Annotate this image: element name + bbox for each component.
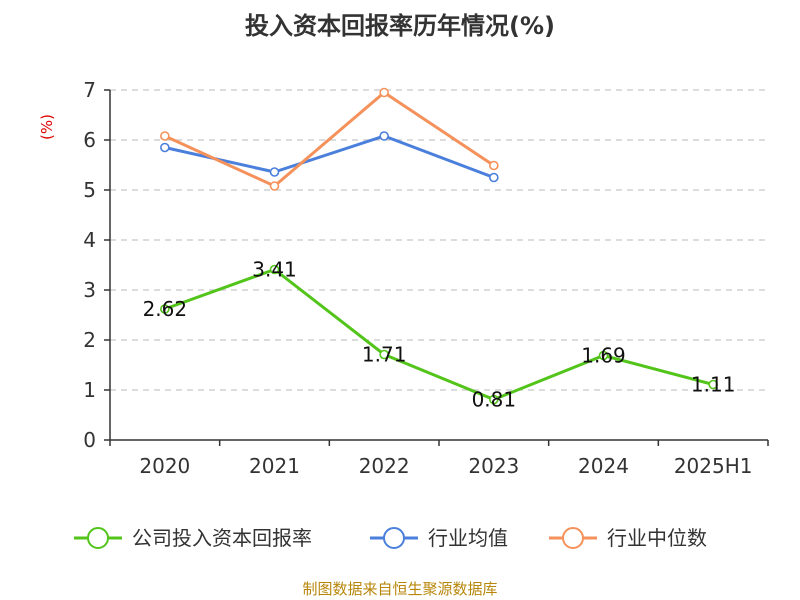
data-point [489,172,499,183]
y-axis-label: (%) [38,114,56,140]
series-line [164,134,495,179]
grid-lines [110,89,768,391]
legend-label: 行业均值 [428,526,508,550]
data-point [379,87,389,98]
data-label: 2.62 [143,297,188,321]
legend-marker [562,527,584,549]
data-point [379,349,389,360]
legend-item: 行业均值 [370,526,508,550]
legend-label: 行业中位数 [607,526,707,550]
series-layer [160,87,718,405]
legend-item: 公司投入资本回报率 [74,526,312,550]
chart-title: 投入资本回报率历年情况(%) [245,12,555,40]
legend: 公司投入资本回报率 行业均值 行业中位数 [74,526,707,550]
data-label: 1.11 [691,373,736,397]
y-tick-label: 6 [83,128,96,152]
x-tick-label: 2021 [249,454,300,478]
data-label: 1.69 [581,344,626,368]
x-tick-label: 2025H1 [674,454,753,478]
y-tick-label: 5 [83,178,96,202]
y-tick-label: 1 [83,378,96,402]
series-0 [160,264,718,405]
y-tick-label: 3 [83,278,96,302]
data-label: 3.41 [252,258,297,282]
x-tick-label: 2023 [468,454,519,478]
data-point [598,350,609,361]
legend-label: 公司投入资本回报率 [132,526,312,550]
series-line [164,91,495,188]
data-point [160,304,170,314]
series-line [164,268,714,401]
data-point [269,264,280,275]
series-2 [160,87,499,191]
y-tick-label: 2 [83,328,96,352]
data-point [160,142,170,153]
y-tick-label: 0 [83,428,96,452]
y-tick-label: 7 [83,78,96,102]
data-label: 1.71 [362,343,407,367]
data-point [269,181,280,191]
x-tick-label: 2024 [578,454,629,478]
data-point [269,167,280,177]
data-point [379,131,389,141]
axes: 0 1 2 3 4 5 6 7 2020 2021 2022 2023 2024 2025H1 [83,78,769,478]
y-tick-label: 4 [83,228,96,252]
legend-marker [87,527,109,549]
data-point [489,394,499,405]
legend-marker [383,527,405,549]
data-labels: 2.62 3.41 1.71 0.81 1.69 1.11 [143,258,736,412]
data-point [160,131,170,141]
data-label: 0.81 [472,388,517,412]
x-tick-label: 2020 [139,454,190,478]
source-note: 制图数据来自恒生聚源数据库 [302,580,497,598]
legend-item: 行业中位数 [549,526,707,550]
data-point [708,379,718,390]
x-tick-label: 2022 [359,454,410,478]
data-point [489,160,499,171]
